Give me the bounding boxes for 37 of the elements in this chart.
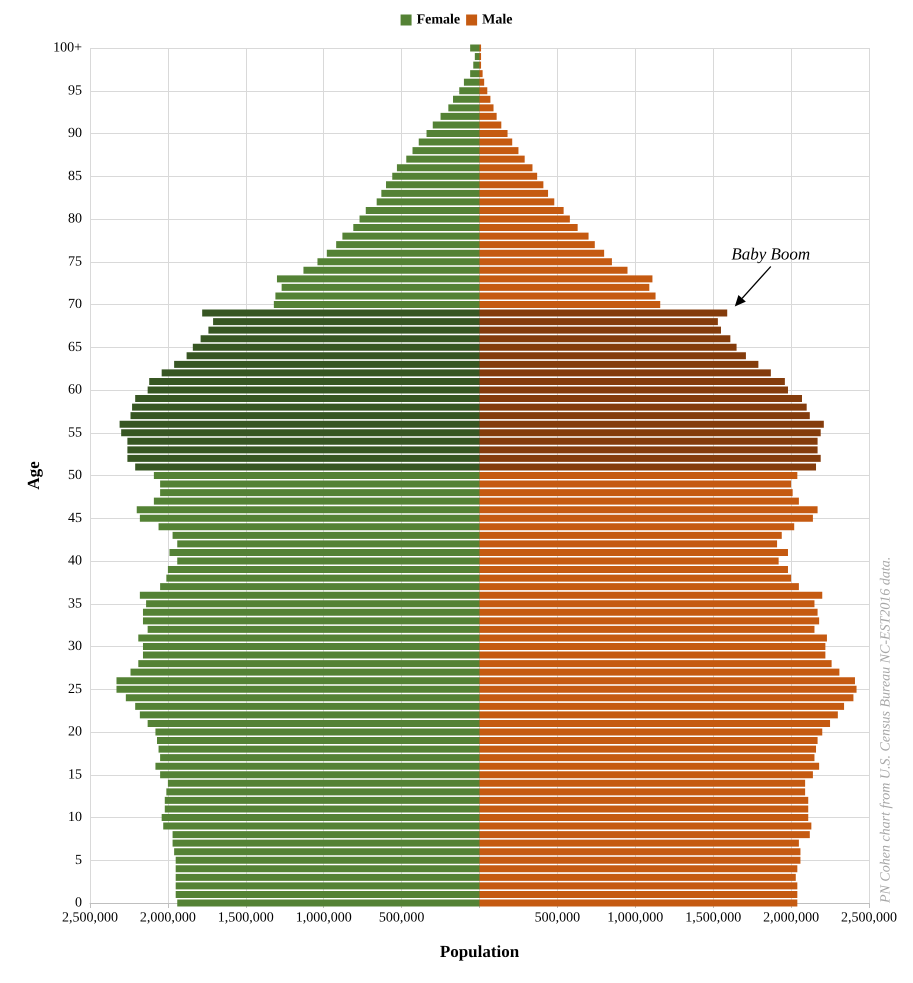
y-tick-label: 65 — [68, 340, 82, 355]
legend-label: Female — [416, 12, 460, 28]
y-tick-label: 5 — [75, 852, 82, 868]
y-tick-label: 30 — [68, 639, 82, 654]
x-tick-label: 1,500,000 — [685, 910, 742, 926]
x-tick-label: 2,000,000 — [140, 910, 196, 926]
y-tick-label: 20 — [68, 724, 82, 740]
x-tick-label: 2,500,000 — [62, 910, 118, 926]
y-tick-label: 75 — [68, 254, 82, 270]
x-tick-label: 1,500,000 — [218, 910, 274, 926]
y-tick-label: 70 — [68, 297, 82, 312]
y-axis-title: Age — [24, 460, 44, 490]
y-tick-label: 85 — [68, 168, 82, 184]
y-tick-label: 40 — [68, 554, 82, 568]
annotation: Baby Boom — [731, 244, 810, 264]
y-tick-label: 60 — [68, 382, 82, 398]
y-tick-label: 25 — [68, 682, 82, 697]
y-tick-label: 80 — [68, 212, 82, 226]
y-tick-label: 35 — [68, 596, 82, 612]
y-tick-label: 45 — [68, 510, 82, 526]
x-tick-label: 500,000 — [534, 910, 580, 926]
y-tick-label: 10 — [68, 810, 82, 825]
y-tick-label: 50 — [68, 468, 82, 483]
text: PN Cohen chart from U.S. Census Bureau NC-EST2016 data. — [878, 556, 894, 904]
y-tick-label: 95 — [68, 83, 82, 98]
y-tick-label: 15 — [68, 767, 82, 782]
x-tick-label: 500,000 — [378, 910, 424, 926]
x-tick-label: 2,000,000 — [763, 910, 820, 926]
y-tick-label: 100+ — [53, 40, 82, 56]
x-tick-label: 1,000,000 — [296, 910, 352, 926]
x-tick-label: 1,000,000 — [607, 910, 664, 926]
x-axis-title: Population — [440, 942, 520, 961]
y-tick-label: 90 — [68, 126, 82, 141]
y-tick-label: 55 — [68, 425, 82, 440]
legend-label: Male — [482, 12, 512, 28]
y-tick-label: 0 — [75, 896, 82, 910]
x-tick-label: 2,500,000 — [841, 910, 897, 926]
